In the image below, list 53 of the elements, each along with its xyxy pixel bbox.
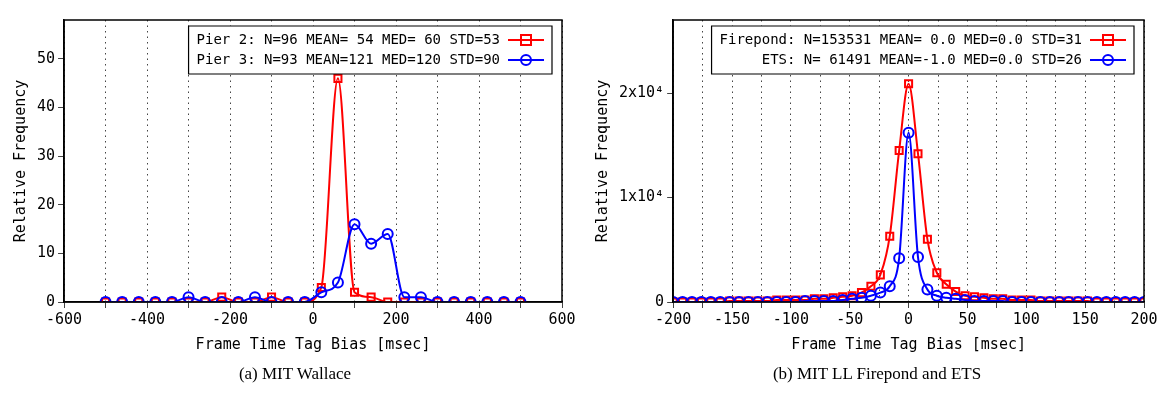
x-tick-label: -150 — [713, 309, 751, 328]
y-tick-label: 50 — [37, 48, 56, 67]
legend-label: Pier 2: N=96 MEAN= 54 MED= 60 STD=53 — [196, 30, 500, 47]
point — [893, 252, 906, 265]
x-tick-label: 400 — [465, 309, 493, 328]
point — [949, 292, 962, 302]
text: (a) MIT Wallace — [237, 364, 353, 384]
x-tick-label: -400 — [128, 309, 166, 328]
point — [930, 289, 943, 302]
point — [864, 289, 877, 302]
point — [911, 251, 924, 264]
point — [913, 149, 923, 159]
legend-label: ETS: N= 61491 MEAN=-1.0 MED=0.0 STD=26 — [761, 50, 1082, 67]
y-axis-title: Relative Frequency — [592, 79, 611, 243]
point — [855, 291, 868, 302]
y-axis-title: Relative Frequency — [10, 79, 29, 243]
y-tick-label: 40 — [37, 97, 56, 116]
legend-label: Firepond: N=153531 MEAN= 0.0 MED=0.0 STD=31 — [719, 30, 1082, 47]
x-tick-label: -200 — [655, 309, 692, 328]
x-tick-label: 600 — [548, 309, 576, 328]
x-axis-title: Frame Time Tag Bias [msec] — [791, 334, 1026, 353]
x-tick-label: 150 — [1071, 309, 1099, 328]
y-tick-label: 20 — [37, 194, 56, 213]
point — [866, 281, 876, 291]
y-tick-label: 0 — [655, 291, 665, 310]
point — [941, 279, 951, 289]
point — [922, 234, 932, 244]
point — [894, 146, 904, 156]
y-tick-label: 1x10⁴ — [619, 187, 665, 206]
x-tick-label: 50 — [958, 309, 977, 328]
point — [902, 126, 915, 139]
point — [932, 268, 942, 278]
x-tick-label: 0 — [904, 309, 914, 328]
x-tick-label: -100 — [772, 309, 809, 328]
point — [940, 291, 953, 302]
point — [904, 79, 914, 89]
x-axis-title: Frame Time Tag Bias [msec] — [195, 334, 431, 353]
x-tick-label: -600 — [46, 309, 83, 328]
y-tick-label: 0 — [46, 291, 56, 310]
point — [874, 286, 887, 299]
legend-label: Pier 3: N=93 MEAN=121 MED=120 STD=90 — [196, 50, 500, 67]
x-tick-label: 100 — [1012, 309, 1040, 328]
point — [875, 270, 885, 280]
y-tick-label: 30 — [37, 146, 56, 165]
y-tick-label: 2x10⁴ — [619, 83, 665, 101]
y-tick-label: 10 — [37, 243, 56, 262]
x-tick-label: -200 — [211, 309, 249, 328]
text: (b) MIT LL Firepond and ETS — [771, 364, 983, 384]
x-tick-label: -50 — [836, 309, 864, 328]
point — [885, 231, 895, 241]
x-tick-label: 0 — [308, 309, 318, 328]
x-tick-label: 200 — [1130, 309, 1158, 328]
x-tick-label: 200 — [382, 309, 410, 328]
